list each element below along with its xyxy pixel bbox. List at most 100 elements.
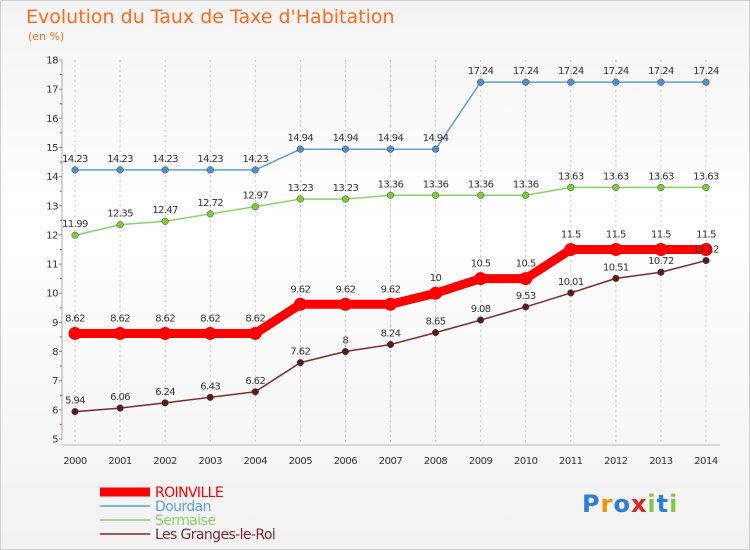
x-tick-label: 2004 xyxy=(244,456,268,467)
x-tick-label: 2005 xyxy=(289,456,313,467)
data-label: 17.24 xyxy=(468,66,494,77)
data-label: 10.51 xyxy=(603,262,629,273)
y-tick-label: 11 xyxy=(46,260,58,271)
data-point xyxy=(612,274,620,282)
data-label: 11.5 xyxy=(606,230,626,241)
data-point xyxy=(116,166,124,174)
legend-label: ROINVILLE xyxy=(155,485,223,501)
data-label: 10.5 xyxy=(471,259,491,270)
x-tick-label: 2001 xyxy=(108,456,132,467)
x-tick-label: 2011 xyxy=(559,456,583,467)
data-label: 8.24 xyxy=(381,329,401,340)
data-label: 6.06 xyxy=(110,392,130,403)
data-point xyxy=(432,191,440,199)
data-point xyxy=(522,303,530,311)
proxiti-logo: Proxiti xyxy=(582,490,678,518)
data-point xyxy=(386,145,395,153)
data-point xyxy=(522,191,530,199)
y-tick-label: 17 xyxy=(46,85,58,96)
data-label: 9.62 xyxy=(335,284,355,295)
data-label: 12.47 xyxy=(152,205,178,216)
legend-label: Sermaise xyxy=(155,513,215,529)
data-label: 14.23 xyxy=(152,154,178,165)
data-label: 9.62 xyxy=(381,284,401,295)
data-label: 10.5 xyxy=(516,259,536,270)
data-point xyxy=(203,326,217,340)
axes: 5 6 7 8 9 10 11 12 13 14 15 16 17 18 2000 2001 2002 2003 2… xyxy=(46,56,720,467)
x-tick-label: 2006 xyxy=(334,456,358,467)
data-label: 13.23 xyxy=(333,183,359,194)
data-label: 17.24 xyxy=(603,66,629,77)
data-label: 11.5 xyxy=(561,230,581,241)
logo-letter: x xyxy=(630,490,648,518)
data-labels: 8.62 8.62 8.62 8.62 8.62 9.62 9.62 9.62 10 10.5 10… xyxy=(62,66,719,406)
data-label: 14.23 xyxy=(242,154,268,165)
chart-title: Evolution du Taux de Taxe d'Habitation xyxy=(26,6,395,28)
data-label: 13.36 xyxy=(468,179,494,190)
data-point xyxy=(432,329,440,337)
y-tick-label: 8 xyxy=(52,347,58,358)
data-point xyxy=(384,297,397,311)
logo-letter: i xyxy=(647,490,657,518)
y-tick-label: 13 xyxy=(46,201,58,212)
data-point xyxy=(564,243,578,256)
y-tick-label: 10 xyxy=(46,289,58,300)
data-label: 7.62 xyxy=(290,347,310,358)
data-label: 12.35 xyxy=(107,209,133,220)
legend-label: Les Granges-le-Roi xyxy=(155,527,275,543)
data-point xyxy=(567,78,575,86)
data-point xyxy=(612,78,620,86)
data-point xyxy=(386,340,395,349)
data-point xyxy=(612,183,620,191)
data-point xyxy=(161,217,169,225)
data-point xyxy=(341,195,349,203)
data-point xyxy=(161,399,169,407)
data-point xyxy=(251,166,259,174)
data-label: 17.24 xyxy=(648,66,674,77)
chart-unit: (en %) xyxy=(28,30,65,43)
data-label: 11.5 xyxy=(696,230,716,241)
logo-letter: o xyxy=(613,490,631,518)
data-label: 12.97 xyxy=(242,191,268,202)
data-label: 11.99 xyxy=(62,219,88,230)
x-tick-label: 2014 xyxy=(694,456,718,467)
logo-letter: i xyxy=(669,490,679,518)
data-label: 6.62 xyxy=(245,376,265,387)
data-label: 10 xyxy=(430,273,442,284)
x-tick-label: 2009 xyxy=(469,456,493,467)
data-label: 9.62 xyxy=(290,284,310,295)
data-label: 11.12 xyxy=(693,245,719,256)
data-point xyxy=(657,183,665,191)
data-point xyxy=(657,268,665,276)
data-label: 14.23 xyxy=(107,154,133,165)
data-label: 14.94 xyxy=(423,133,449,144)
x-tick-label: 2002 xyxy=(153,456,177,467)
data-label: 14.94 xyxy=(288,133,314,144)
data-label: 13.63 xyxy=(603,171,629,182)
data-point xyxy=(341,145,349,153)
data-point xyxy=(68,326,82,340)
x-tick-label: 2012 xyxy=(604,456,628,467)
data-point xyxy=(657,78,665,86)
data-point xyxy=(206,166,214,174)
y-tick-label: 12 xyxy=(46,230,58,241)
data-label: 8.62 xyxy=(110,313,130,324)
data-point xyxy=(567,183,575,191)
data-label: 14.23 xyxy=(62,154,88,165)
data-label: 14.94 xyxy=(333,133,359,144)
y-tick-label: 18 xyxy=(46,56,58,67)
y-tick-label: 16 xyxy=(46,114,58,125)
data-label: 8.65 xyxy=(426,317,446,328)
data-label: 8.62 xyxy=(200,313,220,324)
data-label: 13.63 xyxy=(648,171,674,182)
data-label: 17.24 xyxy=(558,66,584,77)
data-label: 14.23 xyxy=(197,154,223,165)
grid xyxy=(74,60,707,445)
data-point xyxy=(432,145,440,153)
data-point xyxy=(206,393,214,401)
data-point xyxy=(116,221,124,229)
x-tick-label: 2007 xyxy=(379,456,403,467)
data-point xyxy=(702,257,710,265)
data-label: 10.72 xyxy=(648,256,674,267)
